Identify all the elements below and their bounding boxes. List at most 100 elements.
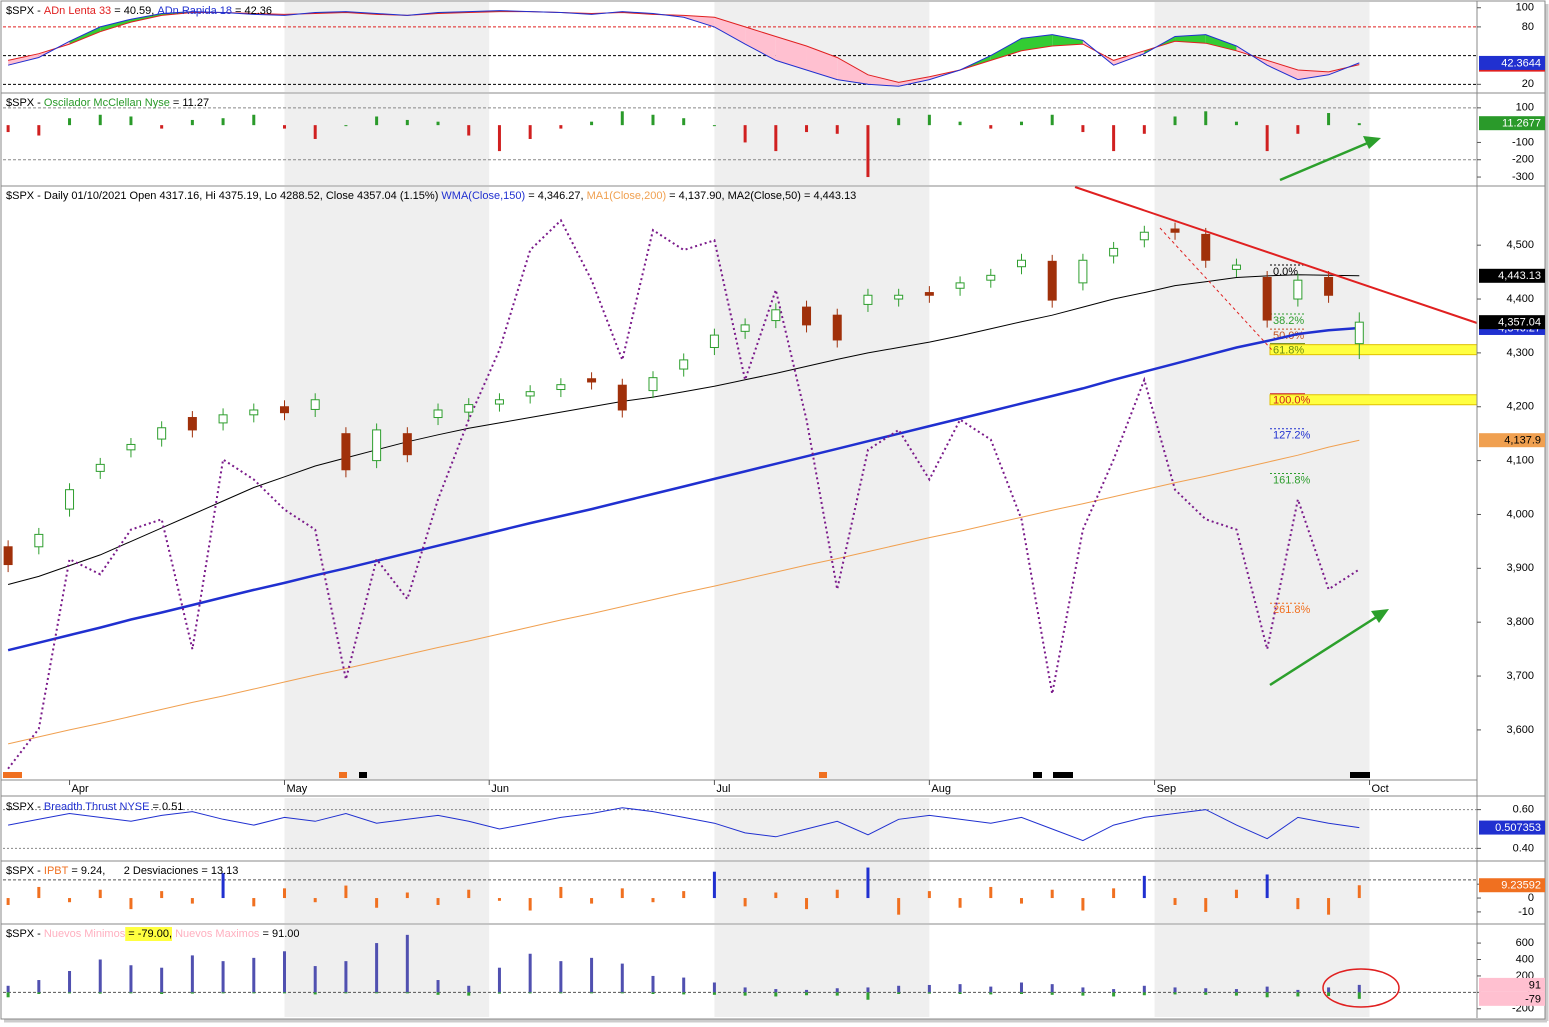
bar [866, 125, 870, 178]
y-tick-label: 100 [1516, 102, 1534, 114]
month-shade [284, 798, 490, 860]
value-box [1479, 820, 1545, 835]
bar [405, 934, 409, 993]
bar [559, 992, 563, 994]
bar [344, 992, 348, 994]
value-box [1479, 268, 1545, 283]
level-label: 127.2% [1273, 430, 1311, 442]
bar [467, 992, 471, 996]
y-tick-label: 3,600 [1506, 724, 1534, 736]
panel-title: = 11.27 [170, 97, 209, 109]
y-tick-label: 4,300 [1506, 347, 1534, 359]
candle-body [525, 391, 535, 397]
bar [682, 992, 686, 995]
x-tick-label: May [286, 783, 307, 795]
fill-between [898, 76, 930, 87]
candle-body [402, 433, 412, 456]
bar [467, 985, 471, 993]
candle-body [771, 309, 781, 322]
bar [774, 892, 778, 899]
bar [805, 992, 809, 996]
fill-between [806, 46, 838, 80]
event-marker [1350, 772, 1370, 778]
panel-title: Nuevos Minimos [44, 928, 126, 940]
candle-body [341, 433, 351, 471]
bar [6, 125, 10, 133]
candle-body [95, 463, 105, 472]
bar [927, 891, 931, 899]
bar [712, 982, 716, 993]
candle-body [709, 334, 719, 349]
bar [1265, 874, 1269, 899]
bar [1204, 111, 1208, 126]
bar [313, 125, 317, 139]
fill-between [1113, 50, 1145, 66]
fill-between [100, 19, 131, 32]
x-tick-label: Aug [931, 783, 951, 795]
month-shade [284, 94, 490, 185]
bar [743, 987, 747, 993]
candle-body [372, 429, 382, 462]
month-shade [284, 2, 490, 92]
candle-body [679, 359, 689, 370]
candle-body [1201, 233, 1211, 261]
bar [1081, 125, 1085, 133]
fill-between [1205, 34, 1237, 51]
candle-body [1078, 259, 1088, 284]
fill-between [990, 38, 1022, 61]
bar [1112, 992, 1116, 997]
panel-title: ADn Lenta 33 [44, 5, 111, 17]
bar [866, 867, 870, 899]
title-highlight [125, 927, 173, 941]
bar [835, 988, 839, 993]
bar [1081, 987, 1085, 993]
panel-title: WMA(Close,150) [441, 190, 525, 202]
bar [1142, 125, 1146, 134]
arrow-head [1363, 136, 1381, 149]
fill-between [1052, 34, 1083, 47]
panel-title: = 4,137.90, MA2(Close,50) = 4,443.13 [666, 190, 856, 202]
bar [712, 125, 716, 127]
x-tick-label: Apr [72, 783, 89, 795]
fill-between [1175, 34, 1206, 44]
bar [712, 871, 716, 899]
bar [1265, 986, 1269, 993]
fill-between [69, 26, 101, 45]
bar [1204, 988, 1208, 993]
bar [252, 992, 256, 994]
candle-body [157, 427, 167, 440]
bar [1357, 984, 1361, 993]
bar [98, 114, 102, 126]
value-box-label: -79 [1525, 993, 1541, 1005]
value-box-label: 9.23592 [1501, 880, 1541, 892]
candle-body [1262, 276, 1272, 321]
bar [282, 951, 286, 993]
panel-title: = -79.00, [125, 928, 172, 940]
series-line [8, 807, 1360, 842]
bar [1019, 982, 1023, 993]
bar [1019, 992, 1023, 994]
bar [68, 971, 72, 993]
bar [1142, 992, 1146, 996]
bar [559, 886, 563, 899]
month-shade [1154, 798, 1370, 860]
bar [1327, 987, 1331, 993]
bar [651, 992, 655, 994]
candle-body [279, 406, 289, 414]
bar [1173, 116, 1177, 126]
event-marker [1033, 772, 1042, 778]
bar [620, 111, 624, 126]
bar [1050, 889, 1054, 899]
bar [958, 898, 962, 908]
event-marker [339, 772, 347, 778]
level-label: 161.8% [1273, 474, 1311, 486]
arrow [1279, 140, 1371, 182]
panel-title: $SPX - Daily 01/10/2021 Open 4317.16, Hi… [6, 190, 441, 202]
month-shade [1154, 862, 1370, 923]
bar [405, 892, 409, 899]
bar [160, 125, 164, 129]
bar [313, 992, 317, 995]
bar [252, 957, 256, 993]
bar [1081, 992, 1085, 996]
bar [958, 984, 962, 993]
